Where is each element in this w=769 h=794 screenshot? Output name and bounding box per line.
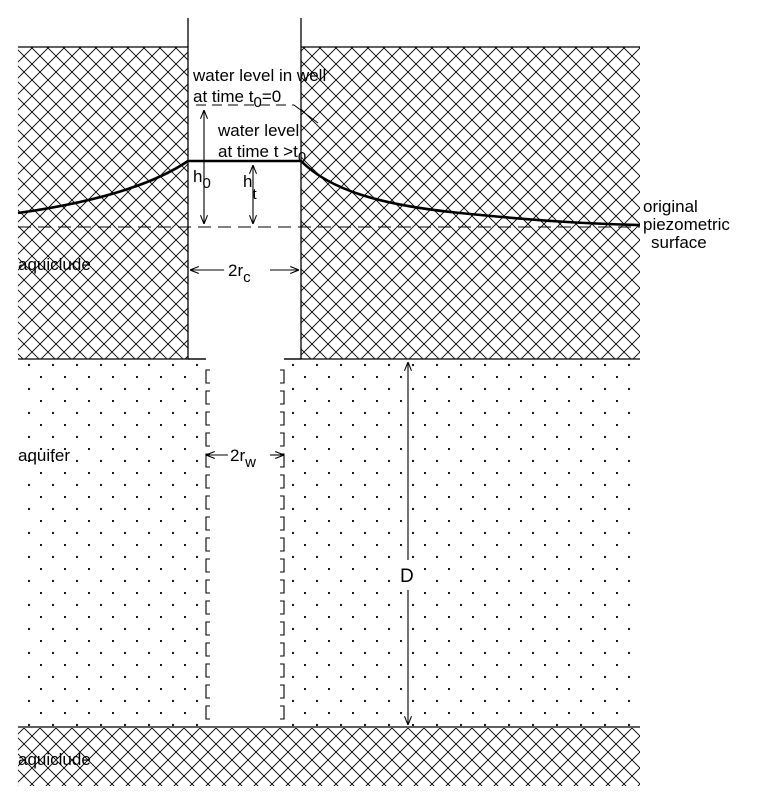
label-surface: surface [651,233,707,252]
screen-slot-right [280,369,285,384]
label-water-level-in-well: water level in well [192,66,326,85]
screen-slot-right [280,411,285,426]
label-water-level: water level [217,121,299,140]
screen-slot-left [205,369,210,384]
screen-slot-left [205,642,210,657]
screen-slot-left [205,600,210,615]
screen-slot-right [280,453,285,468]
label-at-time-t0: at time t0=0 [193,87,281,111]
screen-slot-right [280,537,285,552]
water-level-t0-leader [293,104,319,124]
screen-slot-left [205,390,210,405]
label-aquifer: aquifer [18,446,70,465]
screen-slot-left [205,495,210,510]
drawdown-curve [17,159,641,227]
screen-slot-right [280,579,285,594]
screen-slot-right [280,474,285,489]
well-casing [187,18,302,360]
well-screen [205,369,285,720]
screen-slot-right [280,663,285,678]
label-aquiclude-top: aquiclude [18,255,91,274]
lower-aquiclude [18,728,640,786]
screen-slot-right [280,705,285,720]
screen-slot-left [205,684,210,699]
label-2rc: 2rc [228,261,251,286]
screen-slot-right [280,495,285,510]
screen-slot-left [205,705,210,720]
screen-slot-left [205,537,210,552]
screen-slot-left [205,432,210,447]
screen-slot-right [280,642,285,657]
screen-slot-right [280,684,285,699]
screen-slot-right [280,558,285,573]
screen-slot-left [205,453,210,468]
screen-slot-left [205,579,210,594]
screen-slot-left [205,516,210,531]
label-at-time-t: at time t >t0 [218,142,306,166]
screen-slot-right [280,390,285,405]
aquifer-layer [18,360,640,728]
screen-slot-right [280,432,285,447]
label-piezometric: piezometric [643,215,730,234]
screen-slot-right [280,600,285,615]
label-original: original [643,197,698,216]
screen-slot-right [280,516,285,531]
label-D: D [400,566,414,587]
label-ht: ht [243,172,257,203]
screen-slot-left [205,621,210,636]
labels: water level in well at time t0=0 water l… [18,66,730,769]
screen-slot-left [205,663,210,678]
screen-slot-left [205,558,210,573]
label-2rw: 2rw [230,446,256,471]
upper-aquiclude [18,46,640,360]
screen-slot-right [280,621,285,636]
label-h0: h0 [193,167,211,192]
screen-slot-left [205,411,210,426]
screen-slot-left [205,474,210,489]
label-aquiclude-bottom: aquiclude [18,750,91,769]
